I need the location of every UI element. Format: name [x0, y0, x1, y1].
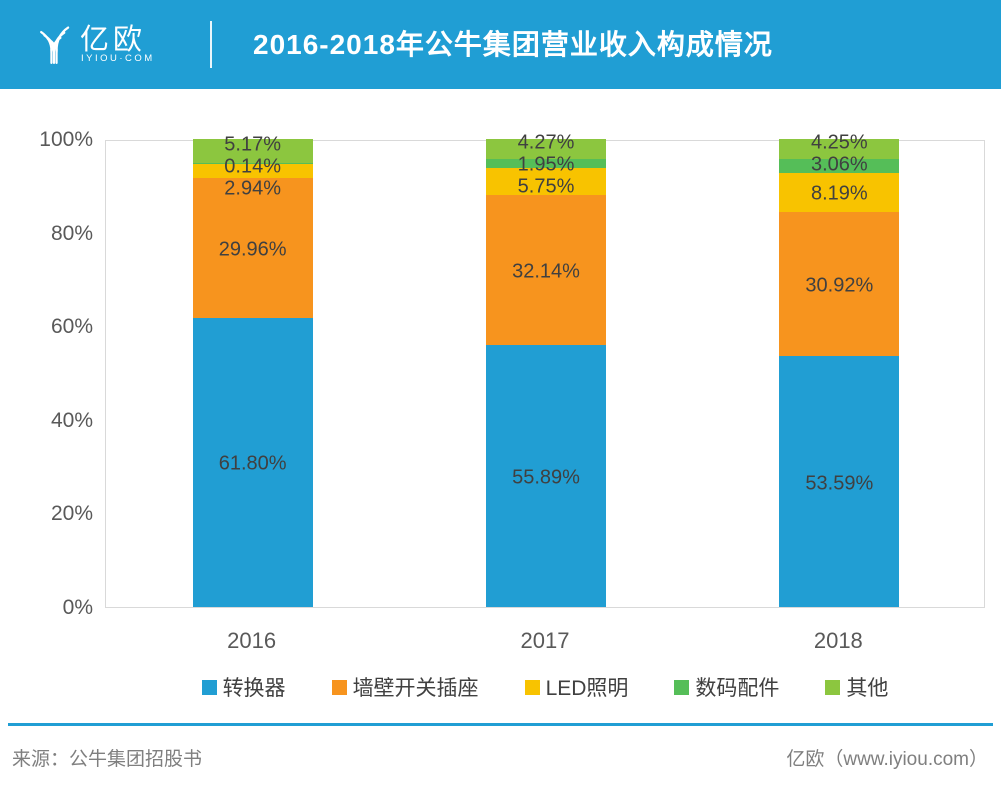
legend-item-led-lighting: LED照明	[524, 672, 629, 702]
legend-item-converter: 转换器	[201, 672, 286, 702]
footer-divider-line	[8, 723, 993, 726]
bar-segment-digital-accessories-2018	[779, 158, 900, 174]
legend-label: 数码配件	[695, 677, 780, 700]
bar-value-label: 2.94%	[224, 177, 282, 200]
bar-value-label: 0.14%	[224, 155, 282, 178]
plot-area: 5.17% 0.14% 2.94% 29.96% 61.80% 4.27% 1.95% 5.7…	[105, 131, 985, 608]
legend-label: 其他	[846, 677, 889, 700]
legend-swatch-others	[825, 679, 841, 695]
bar-value-label: 4.25%	[810, 131, 868, 154]
bar-value-label: 3.06%	[810, 153, 868, 176]
legend: 转换器 墙壁开关插座 LED照明 数码配件 其他	[105, 672, 985, 702]
logo-subtext: IYIOU·COM	[81, 53, 155, 64]
bar-value-label: 4.27%	[517, 131, 575, 154]
legend-label: 墙壁开关插座	[352, 677, 479, 700]
legend-swatch-led-lighting	[524, 679, 540, 695]
bar-segment-digital-accessories-2016	[192, 163, 313, 164]
legend-label: 转换器	[222, 677, 286, 700]
footer-credit-text: 亿欧（www.iyiou.com）	[786, 749, 988, 770]
bar-value-label: 5.75%	[517, 175, 575, 198]
bar-segment-wall-switch-socket-2017	[486, 195, 606, 346]
logo-text: 亿欧	[80, 24, 147, 56]
bar-segment-wall-switch-socket-2016	[192, 177, 313, 318]
bar-value-label: 1.95%	[517, 153, 575, 176]
bar-value-label: 8.19%	[810, 182, 868, 205]
legend-swatch-converter	[201, 679, 217, 695]
bar-segment-digital-accessories-2017	[486, 159, 606, 169]
bar-segment-others-2018	[779, 138, 900, 159]
y-axis-tick-label: 60%	[50, 315, 93, 339]
header-divider	[210, 21, 212, 68]
footer-source-text: 来源：公牛集团招股书	[12, 749, 203, 770]
bar-segment-converter-2018	[779, 356, 900, 607]
x-axis-category-label: 2018	[813, 628, 863, 653]
bar-value-label: 29.96%	[218, 238, 287, 261]
bar-value-label: 30.92%	[805, 274, 874, 297]
legend-item-others: 其他	[825, 672, 888, 702]
x-axis-category-label: 2016	[227, 628, 277, 653]
legend-swatch-wall-switch-socket	[331, 679, 347, 695]
x-axis-category-label: 2017	[520, 628, 570, 653]
y-axis-tick-label: 0%	[62, 596, 93, 619]
iyiou-logo-icon	[40, 26, 70, 65]
bar-segment-led-lighting-2018	[779, 173, 900, 212]
bar-segment-led-lighting-2017	[486, 168, 606, 196]
bar-value-label: 53.59%	[805, 472, 874, 495]
legend-item-digital-accessories: 数码配件	[674, 672, 779, 702]
y-axis-tick-label: 100%	[39, 128, 93, 151]
header-banner: 亿欧 IYIOU·COM 2016-2018年公牛集团营业收入构成情况	[0, 0, 1001, 89]
page-title: 2016-2018年公牛集团营业收入构成情况	[253, 29, 773, 60]
bar-segment-converter-2017	[486, 345, 606, 607]
bar-value-label: 5.17%	[224, 133, 282, 156]
bar-segment-wall-switch-socket-2018	[779, 211, 900, 357]
y-axis-tick-label: 80%	[50, 221, 93, 245]
bar-segment-others-2017	[486, 139, 606, 159]
bar-value-label: 32.14%	[512, 260, 580, 283]
legend-swatch-digital-accessories	[674, 679, 690, 695]
legend-item-wall-switch-socket: 墙壁开关插座	[331, 672, 479, 702]
bar-segment-led-lighting-2016	[192, 163, 313, 178]
legend-label: LED照明	[545, 677, 629, 700]
bar-value-label: 55.89%	[512, 466, 580, 489]
bar-value-label: 61.80%	[218, 452, 287, 475]
y-axis-tick-label: 40%	[50, 408, 93, 432]
y-axis-tick-label: 20%	[50, 502, 93, 526]
bar-segment-others-2016	[192, 138, 313, 164]
bar-segment-converter-2016	[192, 317, 313, 607]
